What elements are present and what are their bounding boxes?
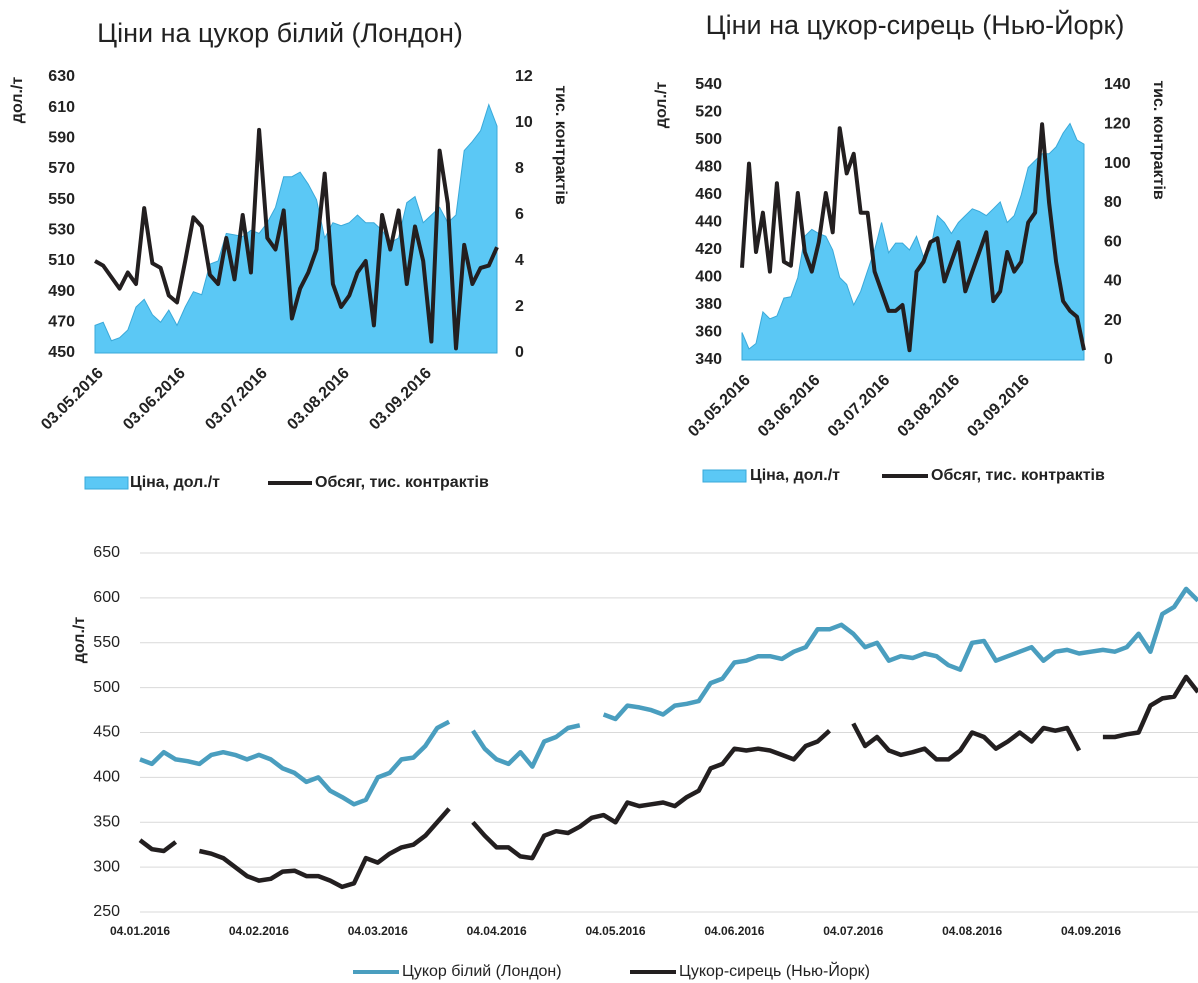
series-line [138,674,1198,890]
y-tick-label: 480 [695,159,722,176]
y2-tick-label: 6 [515,206,524,223]
legend-label: Обсяг, тис. контрактів [931,467,1105,484]
y2-tick-label: 40 [1104,273,1122,290]
y-tick-label: 630 [48,68,75,85]
y-tick-label: 610 [48,99,75,116]
y2-tick-label: 100 [1104,155,1131,172]
y-tick-label: 400 [695,269,722,286]
legend-label: Ціна, дол./т [750,467,840,484]
y2-axis-label: тис. контрактів [552,85,569,204]
y2-tick-label: 60 [1104,233,1122,250]
x-tick-label: 04.02.2016 [229,924,289,938]
y2-tick-label: 0 [1104,351,1113,368]
legend-label: Цукор білий (Лондон) [402,963,562,980]
chart-title: Ціни на цукор-сирець (Нью-Йорк) [705,10,1125,40]
x-tick-label: 03.05.2016 [685,372,754,441]
y-tick-label: 350 [93,813,120,830]
y2-tick-label: 8 [515,160,524,177]
series-line [94,127,499,351]
x-tick-label: 03.09.2016 [366,365,435,434]
y-tick-label: 340 [695,351,722,368]
y-tick-label: 540 [695,76,722,93]
y-tick-label: 520 [695,104,722,121]
y-tick-label: 530 [48,222,75,239]
y2-tick-label: 120 [1104,116,1131,133]
y2-tick-label: 0 [515,344,524,361]
x-tick-label: 04.04.2016 [467,924,527,938]
y-tick-label: 450 [93,724,120,741]
series-line [139,586,1198,807]
y-tick-label: 490 [48,283,75,300]
x-tick-label: 04.06.2016 [704,924,764,938]
y-tick-label: 460 [695,186,722,203]
x-tick-label: 04.05.2016 [585,924,645,938]
y2-axis-label: тис. контрактів [1150,80,1167,199]
y-axis-label: дол./т [9,77,26,124]
x-tick-label: 04.09.2016 [1061,924,1121,938]
y-tick-label: 470 [48,314,75,331]
y-tick-label: 600 [93,589,120,606]
y-tick-label: 650 [93,544,120,561]
y-tick-label: 250 [93,903,120,920]
y2-tick-label: 20 [1104,312,1122,329]
y-tick-label: 360 [695,324,722,341]
x-tick-label: 03.08.2016 [895,372,964,441]
legend-swatch [84,476,129,490]
x-tick-label: 03.05.2016 [38,365,107,434]
x-tick-label: 04.03.2016 [348,924,408,938]
legend-label: Обсяг, тис. контрактів [315,474,489,491]
x-tick-label: 03.06.2016 [120,365,189,434]
y2-tick-label: 2 [515,298,524,315]
legend-label: Ціна, дол./т [130,474,220,491]
series-line [740,122,1086,353]
y-tick-label: 400 [93,769,120,786]
y2-tick-label: 4 [515,252,524,269]
x-tick-label: 04.08.2016 [942,924,1002,938]
y-axis-label: дол./т [653,82,670,129]
x-tick-label: 03.07.2016 [825,372,894,441]
x-tick-label: 04.01.2016 [110,924,170,938]
y-tick-label: 420 [695,241,722,258]
y2-tick-label: 80 [1104,194,1122,211]
y-tick-label: 500 [93,679,120,696]
y2-tick-label: 140 [1104,76,1131,93]
y-tick-label: 570 [48,160,75,177]
y-tick-label: 510 [48,252,75,269]
y2-tick-label: 10 [515,114,533,131]
y-axis-label: дол./т [71,617,88,664]
y-tick-label: 450 [48,344,75,361]
legend-label: Цукор-сирець (Нью-Йорк) [679,961,870,980]
x-tick-label: 03.06.2016 [755,372,824,441]
y-tick-label: 440 [695,214,722,231]
legend-swatch [702,469,747,483]
x-tick-label: 04.07.2016 [823,924,883,938]
y-tick-label: 550 [48,191,75,208]
y-tick-label: 550 [93,634,120,651]
y-tick-label: 380 [695,296,722,313]
chart-title: Ціни на цукор білий (Лондон) [97,18,463,48]
y-tick-label: 500 [695,131,722,148]
y-tick-label: 300 [93,858,120,875]
x-tick-label: 03.09.2016 [964,372,1033,441]
y-tick-label: 590 [48,130,75,147]
x-tick-label: 03.08.2016 [284,365,353,434]
y2-tick-label: 12 [515,68,533,85]
x-tick-label: 03.07.2016 [202,365,271,434]
